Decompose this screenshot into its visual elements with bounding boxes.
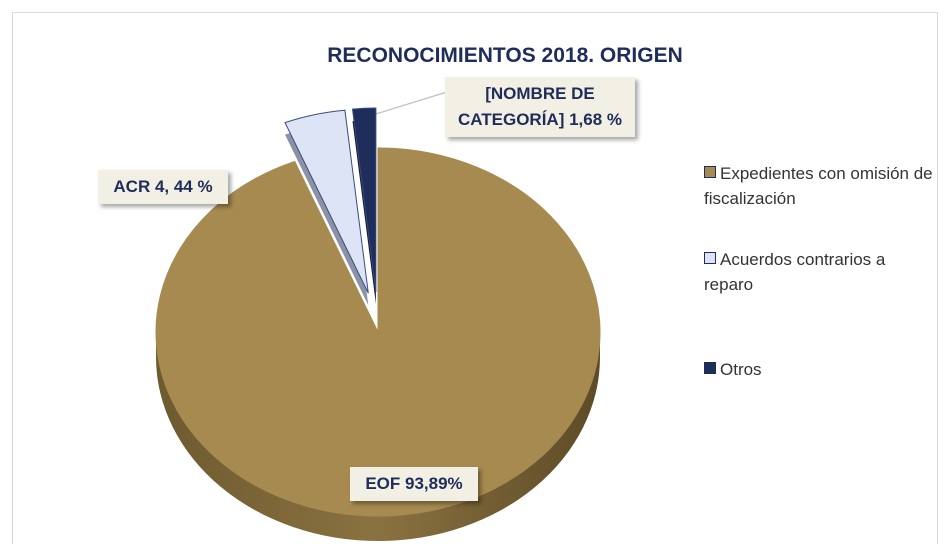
legend-swatch — [704, 166, 716, 178]
legend-item: Acuerdos contrarios a reparo — [704, 247, 934, 297]
slice — [351, 107, 377, 293]
data-label: EOF 93,89% — [350, 467, 478, 501]
chart-frame — [12, 12, 938, 544]
slice — [155, 147, 601, 517]
legend-item: Expedientes con omisión de fiscalización — [704, 161, 934, 211]
legend-label: Acuerdos contrarios a reparo — [704, 250, 886, 294]
legend-item: Otros — [704, 357, 934, 382]
legend-label: Otros — [720, 360, 762, 379]
legend-swatch — [704, 362, 716, 374]
slice — [284, 109, 369, 294]
data-label: ACR 4, 44 % — [98, 170, 228, 204]
legend-label: Expedientes con omisión de fiscalización — [704, 164, 933, 208]
legend-swatch — [704, 252, 716, 264]
leader-line — [365, 91, 448, 118]
data-label: [NOMBRE DE CATEGORÍA] 1,68 % — [445, 77, 635, 137]
chart-title: RECONOCIMIENTOS 2018. ORIGEN — [327, 44, 683, 67]
